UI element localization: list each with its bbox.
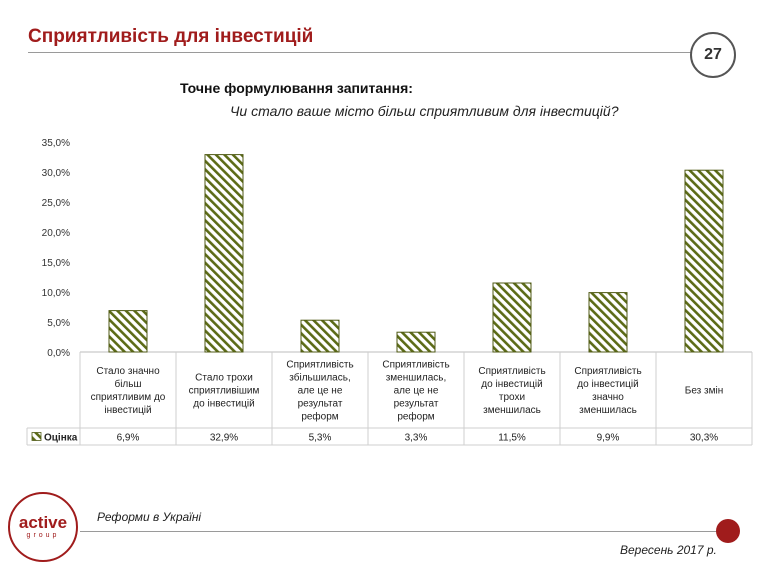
- data-value-label: 9,9%: [597, 433, 620, 444]
- logo-subtitle: group: [26, 532, 60, 539]
- category-label: Сприятливість до інвестицій трохи зменшилас…: [478, 366, 545, 416]
- company-logo: active group: [8, 492, 78, 562]
- legend-series-name: Оцінка: [44, 433, 78, 444]
- category-label-line: Сприятливість: [574, 366, 641, 377]
- category-label-line: зменшилась: [483, 405, 541, 416]
- category-label-line: але це не: [298, 386, 343, 397]
- bar: [300, 319, 340, 353]
- slide-title: Сприятливість для інвестицій: [28, 26, 314, 47]
- title-divider: [28, 52, 696, 53]
- legend-swatch: [31, 432, 42, 441]
- category-label-line: інвестицій: [104, 405, 151, 416]
- footer-divider: [80, 531, 720, 532]
- bar: [588, 292, 628, 353]
- category-label: Сприятливість збільшилась, але це не резуль…: [286, 360, 353, 423]
- category-label-line: але це не: [394, 386, 439, 397]
- bar: [492, 282, 532, 353]
- category-label: Без змін: [685, 386, 723, 397]
- category-label: Сприятливість до інвестицій значно зменшила…: [574, 366, 641, 416]
- data-value-label: 3,3%: [405, 433, 428, 444]
- category-label-line: результат: [394, 399, 439, 410]
- category-label-line: зменшилась: [579, 405, 637, 416]
- y-tick-label: 25,0%: [42, 198, 70, 209]
- footer-date: Вересень 2017 р.: [620, 543, 717, 557]
- logo-word: active: [18, 513, 68, 532]
- category-label-line: Без змін: [685, 386, 723, 397]
- category-label-line: реформ: [301, 411, 338, 423]
- bar: [396, 331, 436, 353]
- category-label-line: сприятливішим: [189, 386, 260, 397]
- bar: [204, 154, 244, 353]
- category-label-line: більш: [114, 378, 141, 390]
- category-label: Сприятливість зменшилась, але це не результ…: [382, 360, 449, 423]
- category-label-line: Сприятливість: [286, 360, 353, 371]
- category-label-line: результат: [298, 399, 343, 410]
- y-tick-label: 35,0%: [42, 138, 70, 149]
- bar: [684, 169, 724, 353]
- category-label: Стало трохи сприятливішим до інвестицій: [189, 373, 260, 410]
- category-label-line: Сприятливість: [478, 366, 545, 377]
- data-value-label: 30,3%: [690, 433, 718, 444]
- y-tick-label: 0,0%: [47, 348, 70, 359]
- bar: [108, 310, 148, 353]
- footer-dot: [716, 519, 740, 543]
- question-text: Чи стало ваше місто більш сприятливим дл…: [230, 103, 619, 119]
- page-number: 27: [704, 46, 722, 63]
- y-tick-label: 30,0%: [42, 168, 70, 179]
- category-label-line: зменшилась,: [386, 373, 447, 384]
- footer-series-name: Реформи в Україні: [97, 510, 202, 524]
- category-label-line: значно: [592, 392, 624, 403]
- category-label-line: до інвестицій: [577, 379, 638, 390]
- data-value-label: 6,9%: [117, 433, 140, 444]
- y-tick-label: 10,0%: [42, 288, 70, 299]
- category-label-line: до інвестицій: [193, 399, 254, 410]
- data-value-label: 5,3%: [309, 433, 332, 444]
- data-value-label: 11,5%: [498, 433, 526, 444]
- category-label-line: сприятливим до: [91, 392, 166, 403]
- y-tick-label: 5,0%: [47, 318, 70, 329]
- category-label: Стало значно більш сприятливим до інвестиці…: [91, 366, 166, 416]
- data-value-label: 32,9%: [210, 433, 238, 444]
- page-number-badge: 27: [690, 32, 736, 78]
- category-label-line: реформ: [397, 411, 434, 423]
- category-label-line: Сприятливість: [382, 360, 449, 371]
- question-heading: Точне формулювання запитання:: [180, 80, 413, 96]
- category-label-line: збільшилась,: [289, 372, 350, 384]
- y-tick-label: 15,0%: [42, 258, 70, 269]
- category-label-line: Стало значно: [96, 366, 160, 377]
- category-label-line: до інвестицій: [481, 379, 542, 390]
- category-label-line: трохи: [499, 392, 525, 403]
- y-tick-label: 20,0%: [42, 228, 70, 239]
- category-label-line: Стало трохи: [195, 373, 253, 384]
